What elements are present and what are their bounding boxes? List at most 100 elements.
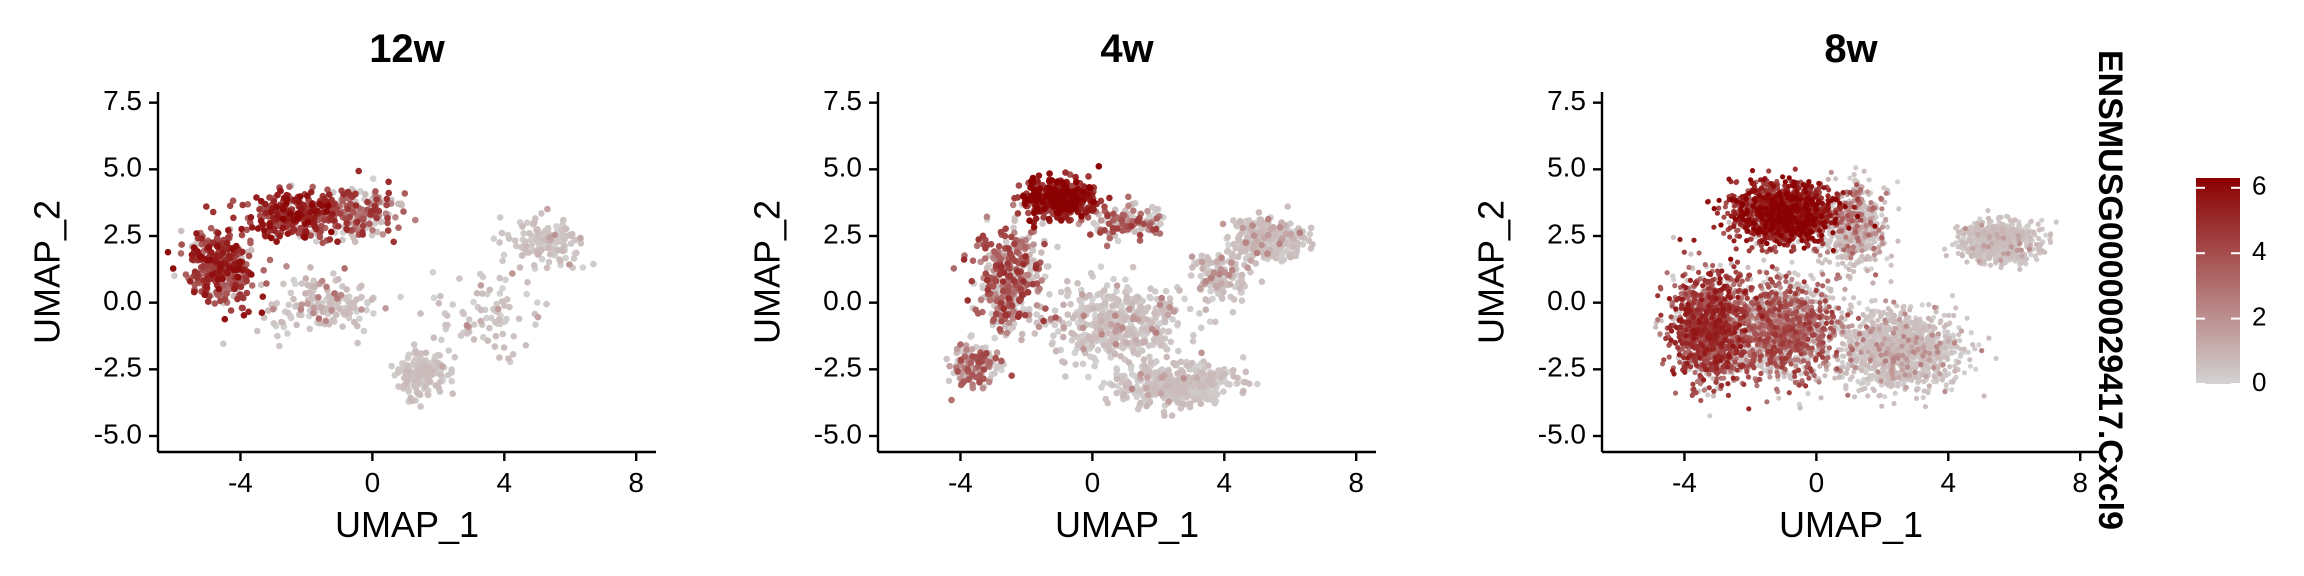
data-point — [538, 255, 546, 263]
data-point — [1022, 197, 1029, 204]
data-point — [1216, 271, 1223, 278]
y-tick-label: -5.0 — [94, 418, 142, 449]
data-point — [1212, 282, 1220, 290]
x-tick-label: 8 — [628, 467, 644, 498]
data-point — [1179, 400, 1187, 408]
data-point — [346, 305, 353, 312]
data-point — [534, 313, 542, 321]
data-point — [207, 224, 215, 232]
data-point — [301, 234, 309, 241]
data-point — [1190, 331, 1197, 339]
data-point — [1109, 302, 1116, 310]
data-point — [229, 245, 236, 253]
data-point — [302, 275, 310, 282]
data-point — [993, 349, 1001, 356]
data-point — [551, 231, 559, 239]
data-point — [538, 246, 545, 254]
data-point — [496, 290, 504, 297]
data-point — [306, 325, 314, 333]
data-point — [1882, 394, 1888, 400]
data-point — [496, 316, 503, 323]
data-point — [205, 244, 213, 251]
data-point — [986, 296, 994, 304]
data-point — [1045, 177, 1053, 185]
data-point — [470, 298, 477, 306]
data-point — [242, 274, 250, 282]
data-point — [316, 233, 324, 241]
data-point — [1250, 232, 1258, 239]
data-point — [1212, 318, 1219, 326]
data-point — [437, 371, 444, 379]
data-point — [1003, 329, 1011, 337]
data-point — [1080, 189, 1088, 196]
data-point — [1072, 205, 1079, 213]
data-point — [1143, 402, 1150, 410]
data-point — [1284, 203, 1291, 210]
data-point — [297, 306, 305, 313]
data-point — [422, 349, 430, 357]
data-point — [1104, 212, 1111, 220]
data-point — [523, 290, 530, 298]
data-point — [366, 220, 373, 228]
y-axis-label: UMAP_2 — [747, 200, 788, 344]
data-point — [975, 236, 982, 243]
data-point — [1125, 359, 1133, 366]
data-point — [1165, 328, 1173, 335]
points — [164, 167, 597, 410]
data-point — [1967, 363, 1973, 369]
data-point — [470, 336, 478, 343]
data-point — [276, 342, 283, 350]
data-point — [315, 294, 322, 301]
data-point — [543, 300, 550, 308]
y-tick-label: 7.5 — [823, 85, 862, 116]
data-point — [546, 234, 553, 241]
data-point — [533, 226, 540, 234]
data-point — [1137, 399, 1144, 407]
data-point — [417, 403, 424, 410]
data-point — [522, 243, 530, 250]
data-point — [310, 283, 317, 290]
data-point — [247, 214, 255, 221]
data-point — [505, 355, 512, 362]
data-point — [248, 282, 256, 289]
data-point — [1095, 163, 1103, 170]
data-point — [438, 336, 445, 344]
data-point — [968, 277, 976, 285]
data-point — [1112, 341, 1120, 348]
data-point — [1186, 305, 1194, 313]
data-point — [1174, 370, 1181, 377]
data-point — [1119, 324, 1126, 332]
data-point — [1161, 412, 1168, 419]
data-point — [325, 191, 333, 198]
data-point — [545, 258, 553, 266]
data-point — [1043, 263, 1051, 270]
data-point — [1002, 311, 1009, 319]
data-point — [1236, 217, 1244, 225]
data-point — [1228, 266, 1236, 274]
data-point — [1128, 222, 1135, 230]
data-point — [1164, 311, 1172, 319]
data-point — [356, 315, 363, 323]
data-point — [243, 289, 251, 297]
data-point — [223, 290, 230, 297]
x-tick-label: -4 — [228, 467, 253, 498]
data-point — [1078, 291, 1086, 298]
data-point — [256, 206, 263, 213]
data-point — [324, 202, 332, 210]
data-point — [268, 234, 275, 242]
data-point — [1307, 224, 1315, 232]
data-point — [983, 350, 990, 357]
data-point — [1016, 297, 1023, 305]
data-point — [278, 318, 285, 326]
data-point — [312, 238, 320, 245]
data-point — [445, 347, 453, 354]
data-point — [258, 309, 266, 317]
data-point — [385, 189, 393, 197]
data-point — [321, 216, 328, 224]
y-tick-label: 2.5 — [103, 218, 142, 249]
data-point — [1976, 342, 1982, 348]
data-point — [383, 195, 391, 203]
data-point — [1039, 220, 1046, 227]
data-point — [1027, 184, 1034, 191]
